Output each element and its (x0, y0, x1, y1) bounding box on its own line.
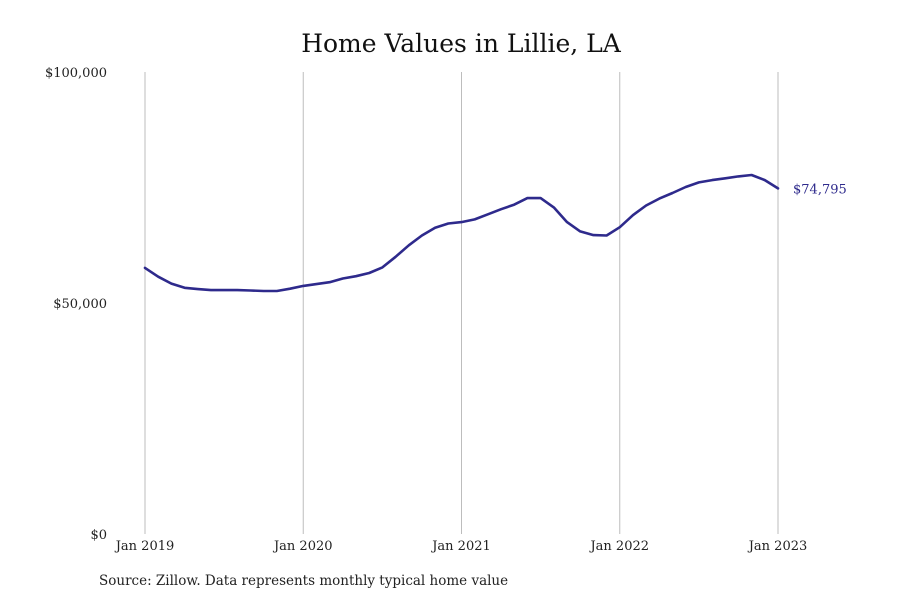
x-tick-label: Jan 2021 (430, 539, 491, 554)
y-tick-label: $100,000 (45, 66, 107, 81)
x-tick-label: Jan 2019 (114, 539, 175, 554)
y-tick-label: $0 (90, 528, 107, 543)
y-tick-label: $50,000 (53, 297, 107, 312)
x-tick-label: Jan 2023 (747, 539, 808, 554)
end-value-label: $74,795 (793, 182, 847, 197)
source-note: Source: Zillow. Data represents monthly … (99, 573, 508, 589)
x-tick-label: Jan 2020 (272, 539, 333, 554)
x-axis-ticks: Jan 2019 Jan 2020 Jan 2021 Jan 2022 Jan 2023 (114, 539, 808, 554)
series-line (143, 173, 780, 293)
chart-title: Home Values in Lillie, LA (301, 29, 622, 58)
grid-lines (144, 72, 779, 534)
x-tick-label: Jan 2022 (588, 539, 649, 554)
y-axis-ticks: $0 $50,000 $100,000 (45, 66, 107, 543)
